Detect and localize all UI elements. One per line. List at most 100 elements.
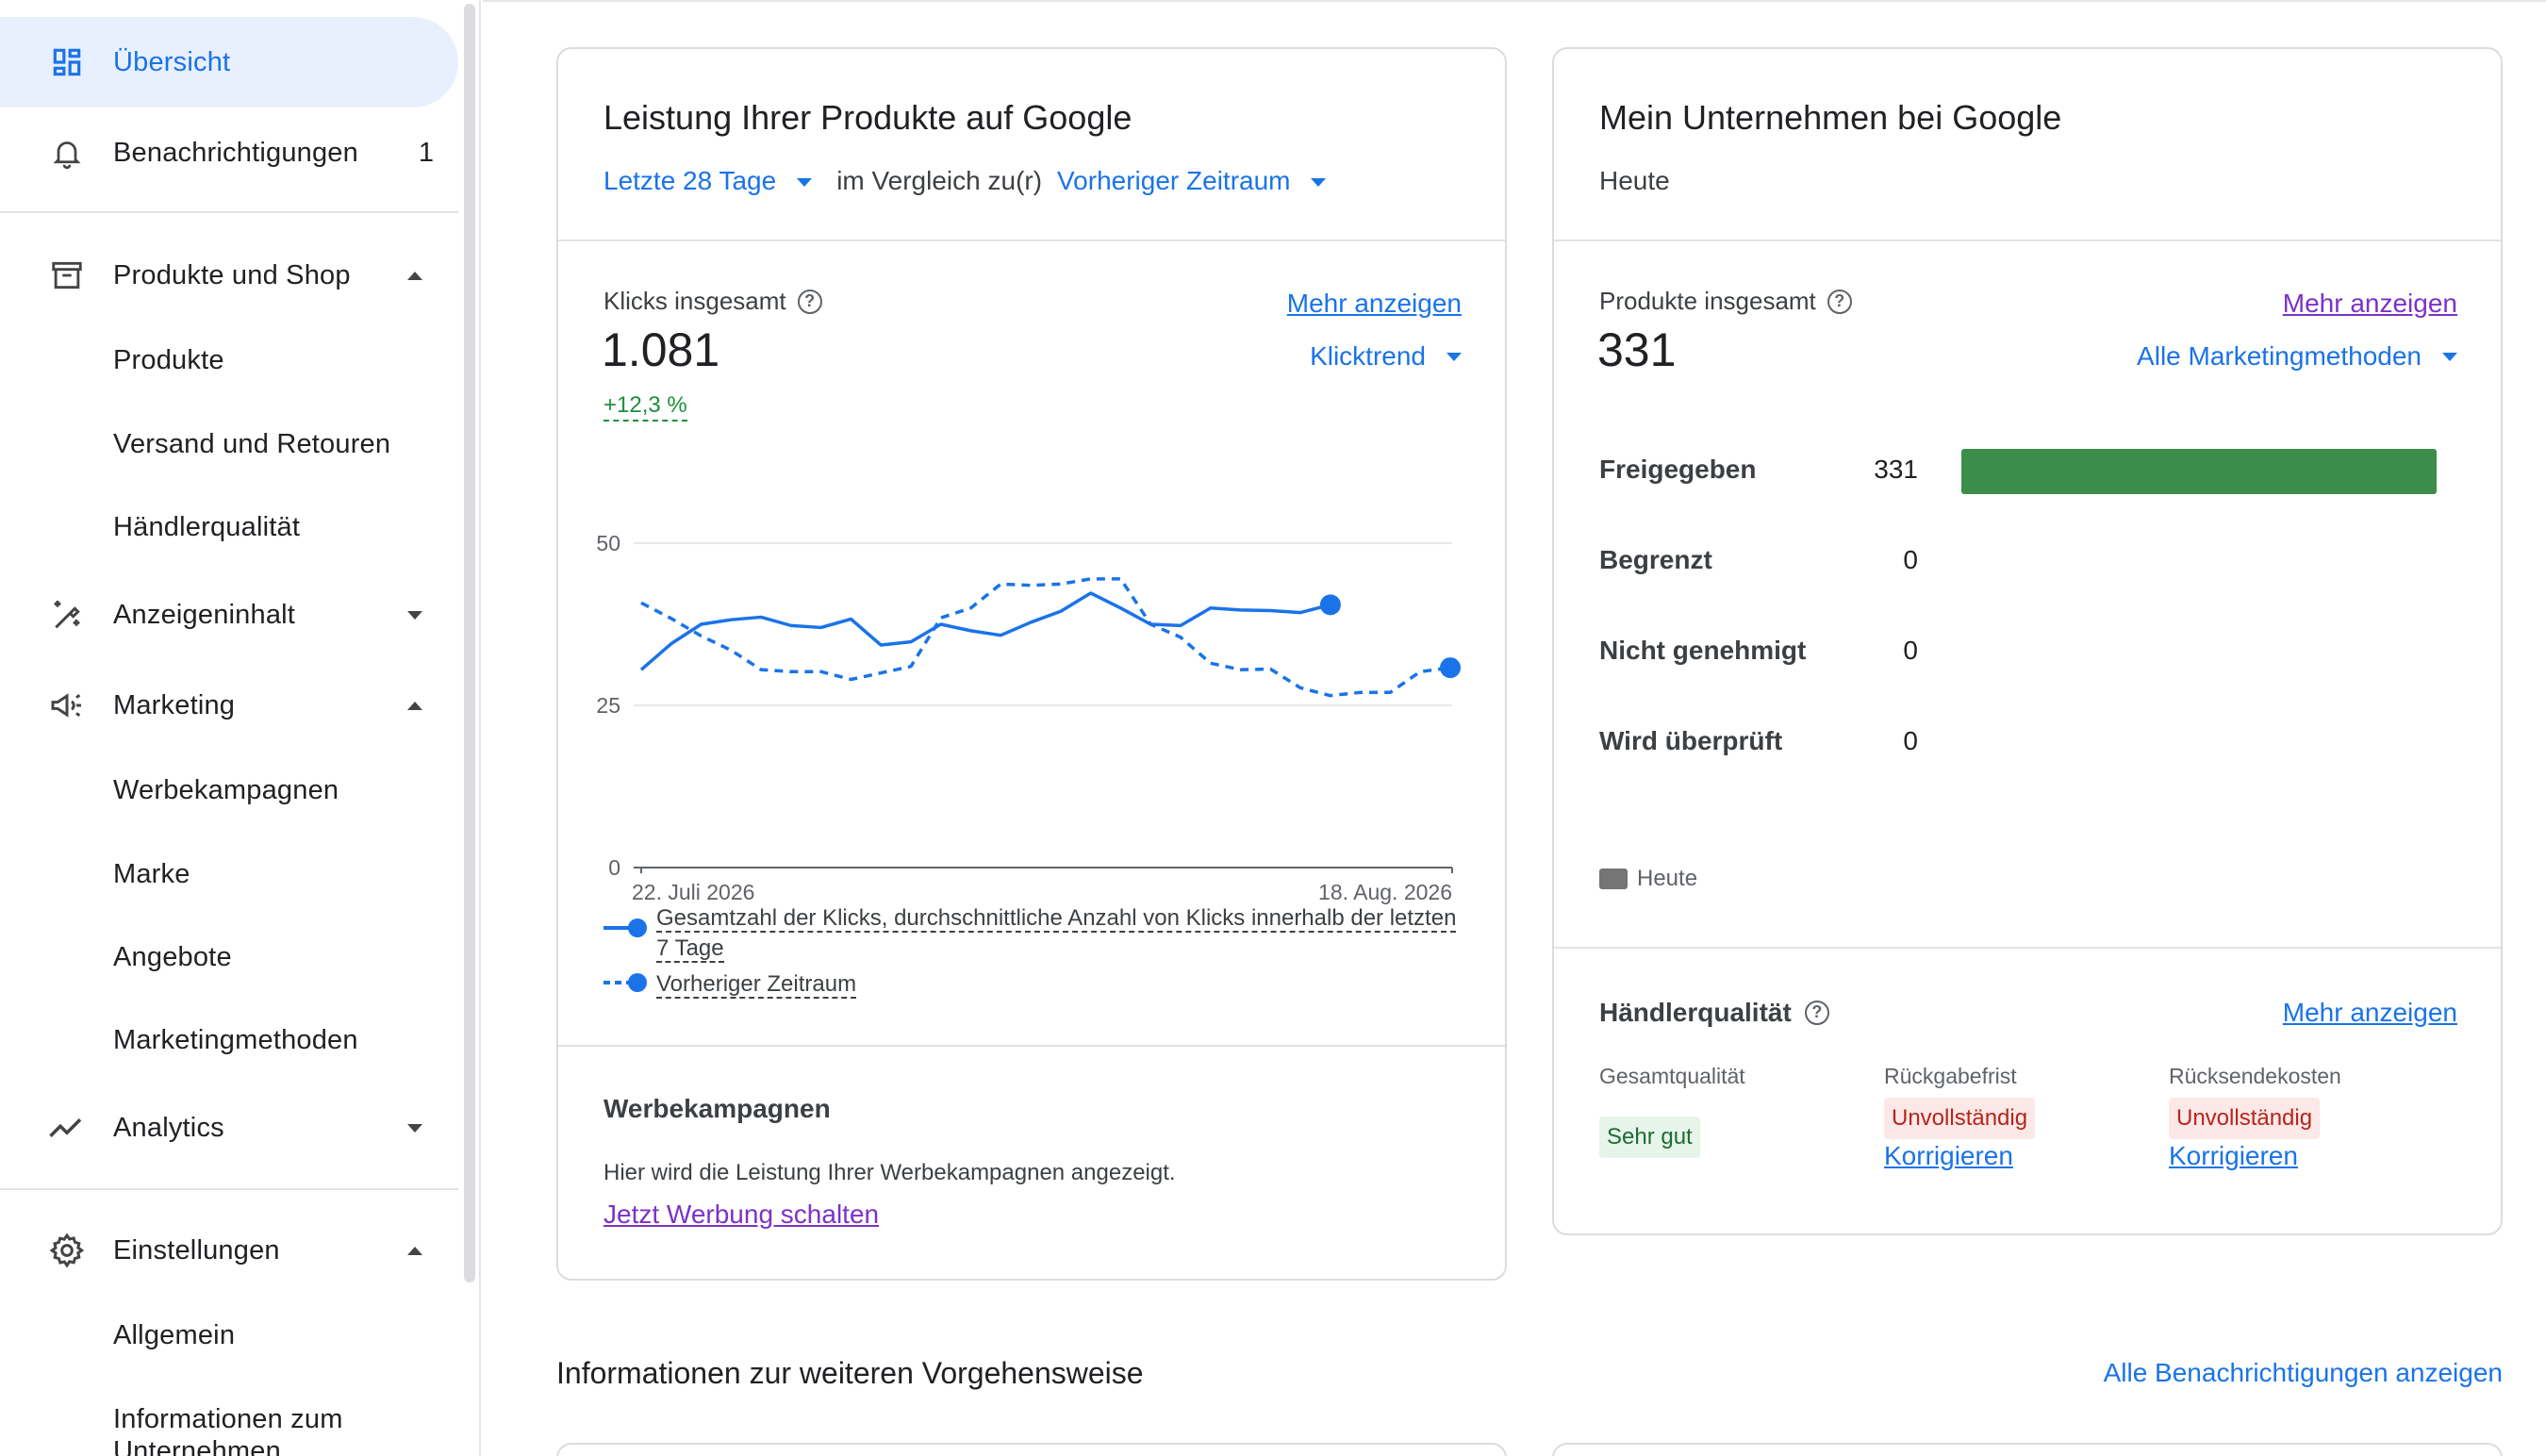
top-divider (483, 0, 2546, 2)
sidebar-item-merchant-quality[interactable]: Händlerqualität (113, 512, 301, 542)
help-icon[interactable]: ? (797, 289, 822, 314)
more-link[interactable]: Mehr anzeigen (1286, 289, 1462, 318)
sidebar-item-marketing[interactable]: Marketing (0, 660, 458, 751)
campaigns-text: Hier wird die Leistung Ihrer Werbekampag… (603, 1160, 1176, 1185)
sidebar-item-products[interactable]: Produkte (113, 345, 224, 375)
products-label-row: Produkte insgesamt ? (1599, 287, 1852, 316)
legend-item-current[interactable]: Gesamtzahl der Klicks, durchschnittliche… (603, 903, 1471, 964)
status-row: Wird überprüft 0 (1599, 698, 2459, 788)
quality-title-row: Händlerqualität ? (1599, 998, 1829, 1028)
sidebar-item-products-shop[interactable]: Produkte und Shop (0, 230, 458, 321)
chevron-down-icon (407, 610, 422, 620)
sidebar-item-label: Einstellungen (113, 1234, 280, 1266)
quality-more-link[interactable]: Mehr anzeigen (2282, 998, 2457, 1027)
quality-col-label: Rückgabefrist (1884, 1064, 2017, 1088)
trend-dropdown-label: Klicktrend (1310, 341, 1426, 371)
series-endpoint (1319, 594, 1341, 616)
performance-card: Leistung Ihrer Produkte auf Google Letzt… (556, 47, 1507, 1281)
business-card: Mein Unternehmen bei Google Heute Produk… (1552, 47, 2503, 1235)
sidebar-divider (0, 1188, 458, 1190)
chart-legend: Gesamtzahl der Klicks, durchschnittliche… (603, 903, 1471, 1000)
metric-label: Klicks insgesamt (603, 287, 786, 315)
card-divider (558, 1045, 1505, 1047)
sidebar-item-business-info[interactable]: Informationen zum Unternehmen (113, 1404, 343, 1456)
legend-label: Vorheriger Zeitraum (656, 971, 857, 999)
next-steps-title: Informationen zur weiteren Vorgehensweis… (556, 1356, 1144, 1390)
chevron-down-icon (797, 178, 813, 188)
sidebar-item-label: Anzeigeninhalt (113, 599, 296, 630)
marketing-methods-dropdown[interactable]: Alle Marketingmethoden (2137, 341, 2457, 372)
help-icon[interactable]: ? (1827, 289, 1852, 314)
legend-swatch (1599, 869, 1628, 889)
chevron-down-icon (1311, 178, 1327, 188)
sidebar-item-shipping[interactable]: Versand und Retouren (113, 429, 391, 459)
sidebar-item-brand[interactable]: Marke (113, 859, 190, 889)
status-label: Nicht genehmigt (1599, 636, 1807, 665)
sidebar-item-overview[interactable]: Übersicht (0, 17, 458, 108)
sidebar-item-general[interactable]: Allgemein (113, 1320, 236, 1350)
campaigns-title: Werbekampagnen (603, 1094, 831, 1123)
sidebar-item-label: Analytics (113, 1112, 224, 1143)
x-tick-start: 22. Juli 2026 (632, 880, 754, 904)
compare-text: im Vergleich zu(r) (836, 166, 1043, 195)
fix-link[interactable]: Korrigieren (2169, 1141, 2298, 1170)
chevron-down-icon (2442, 352, 2457, 361)
dashboard-icon (47, 42, 87, 82)
notification-count: 1 (418, 137, 434, 168)
sidebar-item-label: Marketing (113, 689, 236, 720)
fix-link[interactable]: Korrigieren (1884, 1141, 2013, 1170)
sidebar-item-marketing-methods[interactable]: Marketingmethoden (113, 1025, 358, 1055)
trend-dropdown[interactable]: Klicktrend (1310, 341, 1462, 372)
chevron-up-icon (407, 271, 422, 280)
help-icon[interactable]: ? (1804, 1001, 1829, 1025)
chevron-down-icon (1447, 352, 1462, 361)
sidebar-item-ad-content[interactable]: Anzeigeninhalt (0, 570, 458, 660)
bar-legend: Heute (1599, 866, 1697, 892)
start-advertising-link[interactable]: Jetzt Werbung schalten (603, 1200, 880, 1229)
gear-icon (47, 1231, 87, 1270)
date-range-dropdown[interactable]: Letzte 28 Tage (603, 166, 813, 196)
quality-col-label: Gesamtqualität (1599, 1064, 1745, 1088)
status-bar (1961, 449, 2437, 494)
sidebar-item-offers[interactable]: Angebote (113, 942, 232, 972)
legend-item-previous[interactable]: Vorheriger Zeitraum (603, 969, 1471, 1000)
legend-label: Gesamtzahl der Klicks, durchschnittliche… (656, 905, 1457, 963)
sidebar-item-notifications[interactable]: Benachrichtigungen 1 (0, 108, 458, 198)
quality-title: Händlerqualität (1599, 998, 1792, 1027)
status-label: Wird überprüft (1599, 726, 1783, 755)
status-label: Begrenzt (1599, 545, 1712, 574)
chevron-down-icon (407, 1123, 422, 1133)
change-badge[interactable]: +12,3 % (603, 392, 687, 422)
status-list: Freigegeben 331 Begrenzt 0 Nicht genehmi… (1599, 426, 2459, 788)
x-tick-end: 18. Aug. 2026 (1318, 880, 1452, 904)
y-tick-label: 50 (596, 531, 620, 555)
status-row: Freigegeben 331 (1599, 426, 2459, 517)
megaphone-icon (47, 686, 87, 725)
sidebar-item-label: Übersicht (113, 46, 231, 77)
business-title: Mein Unternehmen bei Google (1599, 98, 2062, 137)
card-divider (1554, 947, 2501, 949)
status-row: Nicht genehmigt 0 (1599, 607, 2459, 698)
legend-label: Heute (1637, 866, 1698, 891)
sidebar-item-analytics[interactable]: Analytics (0, 1083, 458, 1173)
chevron-up-icon (407, 1246, 422, 1255)
y-tick-label: 0 (608, 855, 620, 880)
next-step-card (1552, 1443, 2503, 1456)
sidebar-item-settings[interactable]: Einstellungen (0, 1205, 458, 1296)
sidebar-item-campaigns[interactable]: Werbekampagnen (113, 775, 339, 805)
date-range-label: Letzte 28 Tage (603, 166, 777, 195)
status-badge: Unvollständig (2169, 1098, 2321, 1139)
compare-range-dropdown[interactable]: Vorheriger Zeitraum (1057, 166, 1327, 196)
all-notifications-link[interactable]: Alle Benachrichtigungen anzeigen (2103, 1358, 2503, 1387)
card-divider (1554, 240, 2501, 241)
more-link[interactable]: Mehr anzeigen (2282, 289, 2457, 318)
status-row: Begrenzt 0 (1599, 517, 2459, 607)
chevron-up-icon (407, 701, 422, 710)
quality-col-label: Rücksendekosten (2169, 1064, 2341, 1088)
performance-title: Leistung Ihrer Produkte auf Google (603, 98, 1132, 137)
business-subtitle: Heute (1599, 166, 1670, 195)
sidebar-scrollbar[interactable] (464, 4, 475, 1282)
status-badge: Sehr gut (1599, 1117, 1700, 1158)
chart-lines (639, 577, 1461, 698)
products-label: Produkte insgesamt (1599, 287, 1816, 315)
